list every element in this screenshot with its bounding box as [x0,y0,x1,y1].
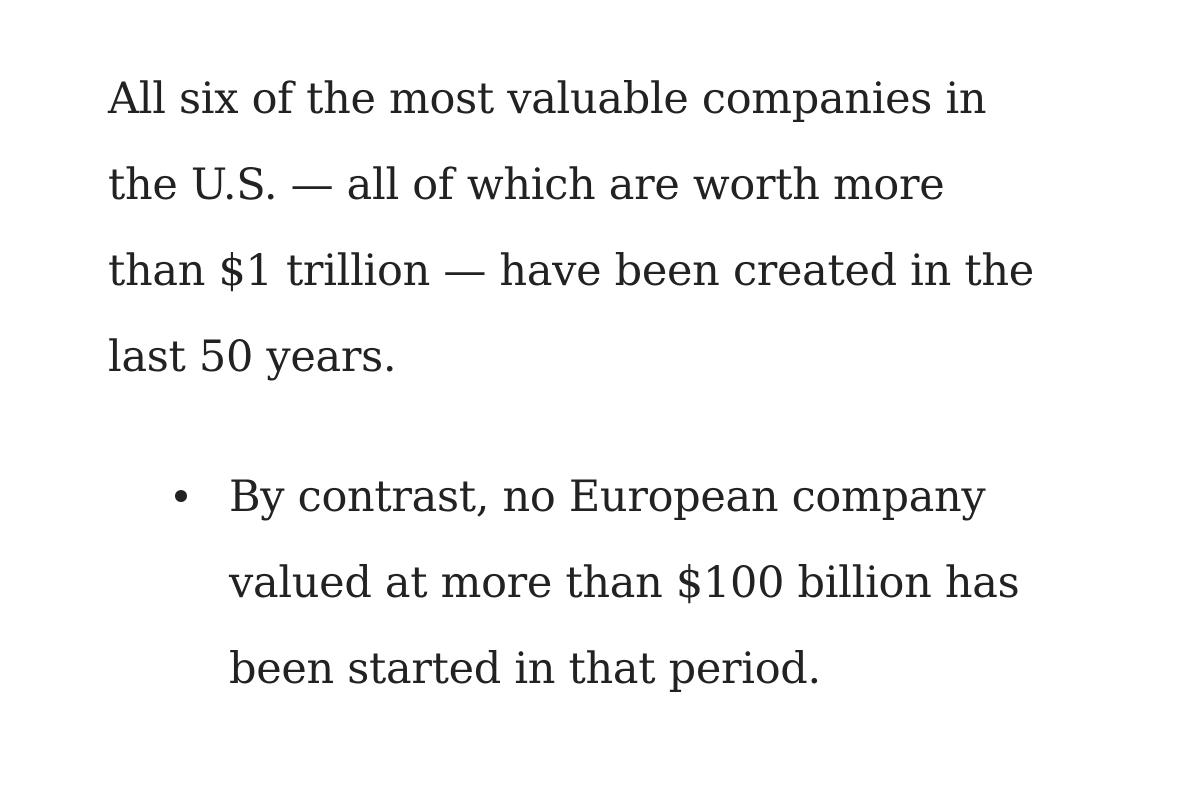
paragraph-line: than $1 trillion — have been created in … [108,246,1034,296]
bullet-dot-icon [175,490,187,502]
bullet-line: By contrast, no European company [229,472,986,522]
article-body: All six of the most valuable companies i… [108,56,1128,712]
paragraph-line: All six of the most valuable companies i… [108,74,987,124]
bullet-item: By contrast, no European company valued … [108,454,1128,712]
paragraph-line: last 50 years. [108,332,397,382]
bullet-list: By contrast, no European company valued … [108,454,1128,712]
paragraph-line: the U.S. — all of which are worth more [108,160,945,210]
bullet-line: valued at more than $100 billion has [229,558,1020,608]
bullet-line: been started in that period. [229,644,821,694]
article-paragraph: All six of the most valuable companies i… [108,56,1068,400]
